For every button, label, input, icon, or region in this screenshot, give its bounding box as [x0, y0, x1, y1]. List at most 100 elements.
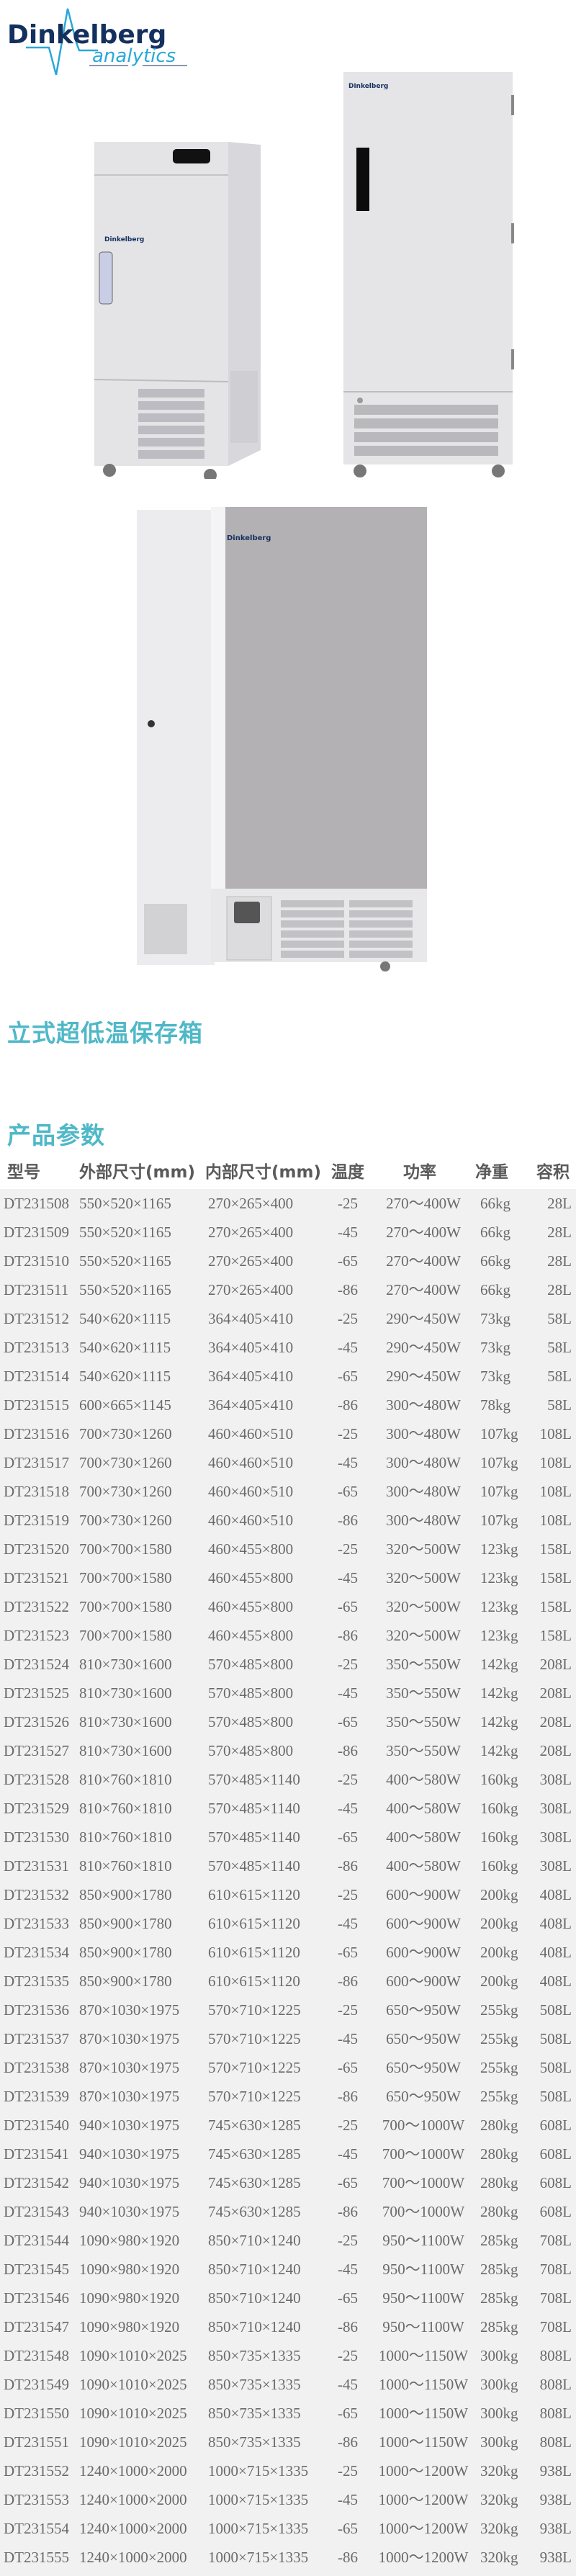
cell-weight: 123kg	[480, 1598, 518, 1615]
cell-external-size: 540×620×1115	[79, 1310, 171, 1327]
cell-power: 1000～1150W	[378, 2433, 469, 2451]
cell-internal-size: 850×735×1335	[208, 2347, 301, 2364]
cell-model: DT231524	[4, 1656, 69, 1673]
cell-volume: 108L	[539, 1483, 572, 1500]
cell-weight: 123kg	[480, 1540, 518, 1558]
cell-model: DT231547	[4, 2318, 69, 2335]
cell-power: 400～580W	[386, 1800, 461, 1817]
cell-internal-size: 610×615×1120	[208, 1886, 300, 1903]
cell-volume: 108L	[539, 1425, 572, 1442]
cell-volume: 58L	[547, 1339, 572, 1356]
cell-temperature: -65	[338, 2520, 358, 2537]
cell-weight: 200kg	[480, 1944, 518, 1961]
cell-model: DT231543	[4, 2203, 69, 2220]
table-row: DT231539 870×1030×1975 570×710×1225 -86 650～…	[0, 2082, 576, 2111]
cell-power: 650～950W	[386, 2088, 461, 2105]
cell-volume: 608L	[539, 2117, 572, 2134]
table-row: DT231512 540×620×1115 364×405×410 -25 290～45…	[0, 1304, 576, 1333]
cell-model: DT231530	[4, 1828, 69, 1846]
cell-model: DT231536	[4, 2001, 69, 2019]
cell-external-size: 940×1030×1975	[79, 2203, 180, 2220]
table-row: DT231514 540×620×1115 364×405×410 -65 290～45…	[0, 1362, 576, 1391]
cell-internal-size: 460×460×510	[208, 1454, 294, 1471]
cell-volume: 408L	[539, 1886, 572, 1903]
cell-model: DT231533	[4, 1915, 69, 1932]
cell-model: DT231545	[4, 2261, 69, 2278]
cell-temperature: -86	[338, 1627, 358, 1644]
cell-external-size: 810×730×1600	[79, 1742, 172, 1759]
cell-weight: 160kg	[480, 1800, 518, 1817]
cell-weight: 280kg	[480, 2174, 518, 2191]
cell-weight: 200kg	[480, 1973, 518, 1990]
cell-temperature: -65	[338, 1598, 358, 1615]
cell-power: 1000～1150W	[378, 2347, 469, 2364]
cell-weight: 66kg	[480, 1195, 510, 1212]
cell-weight: 320kg	[480, 2520, 518, 2537]
cell-internal-size: 1000×715×1335	[208, 2462, 309, 2479]
cell-temperature: -86	[338, 2203, 358, 2220]
cell-volume: 408L	[539, 1973, 572, 1990]
cell-volume: 58L	[547, 1368, 572, 1385]
cell-volume: 808L	[539, 2405, 572, 2422]
cell-weight: 285kg	[480, 2261, 518, 2278]
cell-volume: 938L	[539, 2520, 572, 2537]
cell-power: 950～1100W	[382, 2232, 464, 2249]
cell-external-size: 810×730×1600	[79, 1713, 172, 1731]
cell-temperature: -25	[338, 2001, 358, 2019]
table-row: DT231541 940×1030×1975 745×630×1285 -45 700～…	[0, 2140, 576, 2168]
cell-external-size: 1090×1010×2025	[79, 2347, 187, 2364]
cell-volume: 608L	[539, 2174, 572, 2191]
cell-weight: 142kg	[480, 1684, 518, 1702]
cell-weight: 66kg	[480, 1281, 510, 1298]
cell-model: DT231511	[4, 1281, 69, 1298]
cell-model: DT231508	[4, 1195, 69, 1212]
cell-temperature: -45	[338, 1569, 358, 1587]
cell-weight: 107kg	[480, 1483, 518, 1500]
cell-power: 320～500W	[386, 1598, 461, 1615]
cell-internal-size: 270×265×400	[208, 1195, 294, 1212]
cell-external-size: 1240×1000×2000	[79, 2462, 187, 2479]
cell-internal-size: 850×710×1240	[208, 2232, 301, 2249]
cell-external-size: 1090×1010×2025	[79, 2433, 187, 2451]
cell-power: 270～400W	[386, 1281, 461, 1298]
cell-model: DT231542	[4, 2174, 69, 2191]
params-title: 产品参数	[7, 1121, 105, 1149]
cell-power: 350～550W	[386, 1656, 461, 1673]
cell-temperature: -65	[338, 1828, 358, 1846]
cell-temperature: -65	[338, 2289, 358, 2307]
table-row: DT231528 810×760×1810 570×485×1140 -25 400～5…	[0, 1765, 576, 1794]
cell-internal-size: 610×615×1120	[208, 1915, 300, 1932]
cell-volume: 108L	[539, 1454, 572, 1471]
cell-external-size: 810×760×1810	[79, 1800, 172, 1817]
cell-model: DT231513	[4, 1339, 69, 1356]
cell-model: DT231522	[4, 1598, 69, 1615]
cell-internal-size: 1000×715×1335	[208, 2549, 309, 2566]
cell-temperature: -25	[338, 1540, 358, 1558]
door-handle-icon	[356, 148, 369, 211]
cell-model: DT231544	[4, 2232, 69, 2249]
cell-external-size: 700×730×1260	[79, 1425, 172, 1442]
cell-power: 950～1100W	[382, 2289, 464, 2307]
cell-internal-size: 850×710×1240	[208, 2261, 301, 2278]
cell-temperature: -45	[338, 2261, 358, 2278]
cell-volume: 158L	[539, 1569, 572, 1587]
table-row: DT231517 700×730×1260 460×460×510 -45 300～48…	[0, 1448, 576, 1477]
cell-power: 350～550W	[386, 1742, 461, 1759]
table-row: DT231509 550×520×1165 270×265×400 -45 270～40…	[0, 1218, 576, 1247]
cell-temperature: -45	[338, 1224, 358, 1241]
cell-volume: 58L	[547, 1396, 572, 1414]
table-row: DT231546 1090×980×1920 850×710×1240 -65 950～…	[0, 2284, 576, 2312]
cell-external-size: 1090×980×1920	[79, 2232, 180, 2249]
cell-volume: 608L	[539, 2203, 572, 2220]
cell-internal-size: 745×630×1285	[208, 2203, 301, 2220]
cell-external-size: 550×520×1165	[79, 1195, 171, 1212]
control-display-icon	[234, 902, 260, 923]
table-row: DT231511 550×520×1165 270×265×400 -86 270～40…	[0, 1275, 576, 1304]
cell-internal-size: 850×710×1240	[208, 2318, 301, 2335]
cell-temperature: -65	[338, 1252, 358, 1270]
cell-volume: 28L	[547, 1224, 572, 1241]
cell-internal-size: 364×405×410	[208, 1396, 294, 1414]
cell-power: 320～500W	[386, 1540, 461, 1558]
cell-external-size: 540×620×1115	[79, 1339, 171, 1356]
header-external-size: 外部尺寸(mm)	[79, 1163, 195, 1182]
